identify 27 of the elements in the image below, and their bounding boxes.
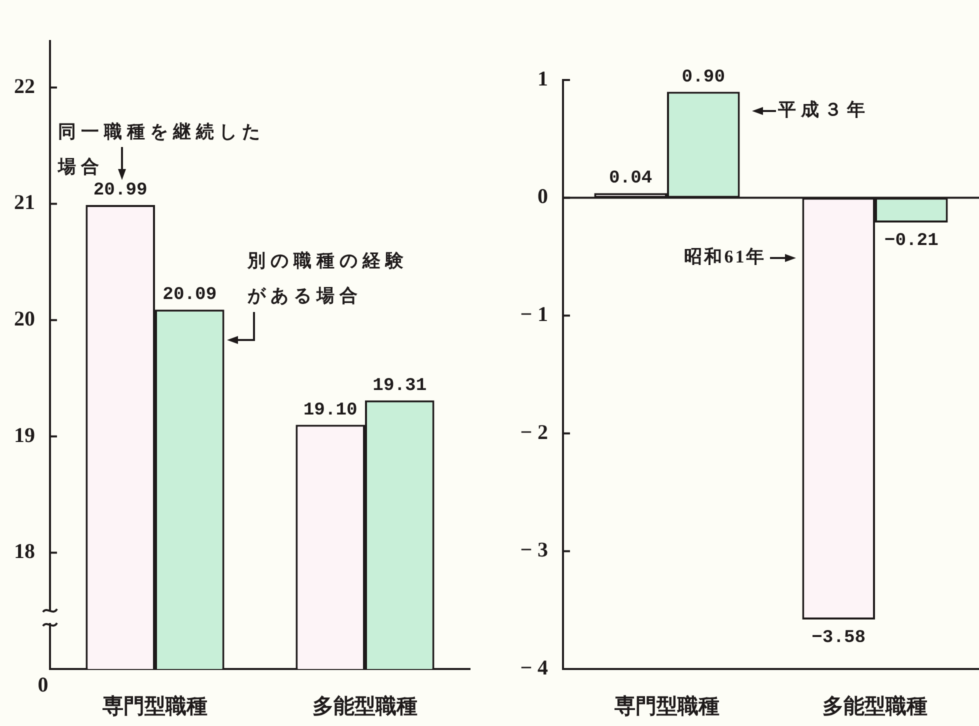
- data-label: 20.99: [93, 180, 148, 201]
- y-tick-label: 18: [14, 539, 35, 564]
- y-tick-label: 0: [538, 184, 548, 208]
- data-label: −3.58: [812, 628, 866, 648]
- x-tick-label: 専門型職種: [102, 694, 208, 718]
- y-tick-label: 21: [14, 190, 35, 214]
- data-label: 0.90: [682, 67, 726, 88]
- y-tick-label: 20: [14, 306, 35, 331]
- data-label: 0.04: [608, 168, 652, 189]
- y-tick-label: − 4: [520, 655, 548, 680]
- y-tick-label: 22: [14, 74, 35, 98]
- data-label: 19.10: [303, 400, 358, 420]
- y-tick-label: − 1: [520, 302, 548, 326]
- x-tick-label: 多能型職種: [312, 694, 418, 718]
- y-tick-label: − 2: [520, 420, 548, 444]
- x-tick-label: 専門型職種: [614, 694, 720, 718]
- text: 同一職種を継続した場合: [57, 122, 265, 177]
- data-label: 20.09: [162, 285, 217, 306]
- y-tick-label: 1: [538, 66, 548, 90]
- data-label: 19.31: [372, 376, 427, 396]
- series-label: 別の職種の経験がある場合: [246, 250, 408, 306]
- text: 昭和61年: [684, 246, 766, 266]
- data-label: −0.21: [884, 231, 939, 252]
- y-tick-label: − 3: [520, 538, 548, 562]
- y-tick-label: 19: [14, 422, 35, 447]
- text: 平成３年: [776, 99, 870, 120]
- x-tick-label: 多能型職種: [822, 694, 928, 718]
